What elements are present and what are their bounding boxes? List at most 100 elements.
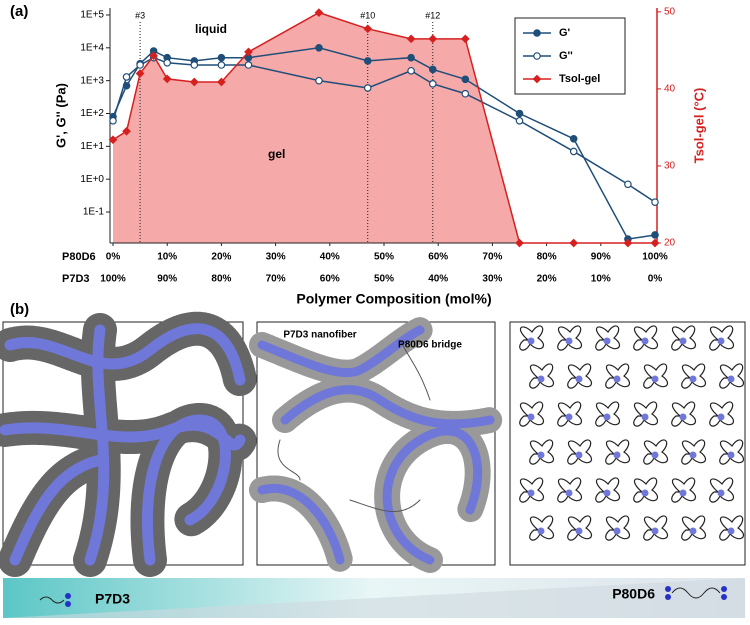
y-tick-label: 1E+2 xyxy=(80,108,104,119)
marker xyxy=(460,34,470,44)
illustration-bridged xyxy=(249,317,503,573)
x2-tick-label: 0% xyxy=(648,274,663,285)
micelle-core xyxy=(641,337,649,345)
marker xyxy=(136,61,144,69)
micelle xyxy=(519,401,544,427)
illustration-gel xyxy=(0,311,257,577)
marker xyxy=(108,135,118,145)
micelle-core xyxy=(641,489,649,497)
micelle-core xyxy=(717,413,725,421)
y2-tick-label: 20 xyxy=(664,238,676,249)
marker xyxy=(428,65,437,74)
y-axis-title: G', G'' (Pa) xyxy=(53,83,68,148)
micelle-core xyxy=(537,375,545,383)
marker xyxy=(363,57,372,65)
x2-tick-label: 80% xyxy=(211,274,231,285)
micelle xyxy=(529,515,554,541)
marker xyxy=(122,73,131,81)
micelle xyxy=(605,515,630,541)
micelle xyxy=(595,325,620,351)
marker xyxy=(244,47,253,57)
x-tick-label: 30% xyxy=(266,252,286,263)
micelle-core xyxy=(565,337,573,345)
micelle xyxy=(719,515,744,541)
area xyxy=(113,12,655,243)
bar-left-label: P7D3 xyxy=(95,591,130,607)
x2-tick-label: 50% xyxy=(374,274,394,285)
micelle xyxy=(557,477,582,503)
micelle-core xyxy=(717,337,725,345)
micelle-core xyxy=(727,375,735,383)
x-tick-label: 10% xyxy=(157,252,177,263)
micelle xyxy=(671,401,696,427)
marker xyxy=(569,238,579,248)
marker xyxy=(217,61,226,69)
micelle-core xyxy=(689,451,697,459)
marker xyxy=(314,8,324,17)
x-tick-label: 60% xyxy=(428,252,448,263)
micelle xyxy=(709,325,734,351)
micelle-core xyxy=(603,489,611,497)
micelle xyxy=(719,439,744,465)
x2-tick-label: 10% xyxy=(591,274,611,285)
x2-tick-label: 30% xyxy=(482,274,502,285)
micelle xyxy=(595,477,620,503)
micelle xyxy=(643,363,668,389)
marker xyxy=(651,231,659,239)
micelle-core xyxy=(613,375,621,383)
micelle xyxy=(519,325,544,351)
reference-label: #10 xyxy=(360,10,375,20)
marker xyxy=(569,134,578,143)
reference-label: #3 xyxy=(135,10,145,20)
micelle-core xyxy=(641,413,649,421)
y-tick-label: 1E+0 xyxy=(80,174,104,185)
y2-tick-label: 30 xyxy=(664,161,676,172)
annotation: liquid xyxy=(195,22,227,36)
annotation: gel xyxy=(268,147,285,161)
micelle xyxy=(643,515,668,541)
x-tick-label: 0% xyxy=(106,252,121,263)
y-tick-label: 1E+3 xyxy=(80,75,104,86)
x-tick-label: 90% xyxy=(591,252,611,263)
x-row-label: P7D3 xyxy=(62,273,90,285)
marker xyxy=(163,58,172,67)
x-tick-label: 50% xyxy=(374,252,394,263)
x-tick-label: 100% xyxy=(642,252,668,263)
x2-tick-label: 70% xyxy=(266,274,286,285)
marker xyxy=(149,51,158,61)
micelle-core xyxy=(537,527,545,535)
micelle xyxy=(567,439,592,465)
micelle xyxy=(605,439,630,465)
micelle xyxy=(681,363,706,389)
marker xyxy=(190,61,199,69)
micelle xyxy=(633,325,658,351)
micelle xyxy=(529,439,554,465)
marker xyxy=(407,66,415,75)
marker xyxy=(515,109,524,118)
y-tick-label: 1E+5 xyxy=(80,10,104,21)
micelle xyxy=(519,477,544,503)
micelle xyxy=(529,363,554,389)
micelle xyxy=(567,515,592,541)
micelle-core xyxy=(651,527,659,535)
micelle xyxy=(557,401,582,427)
marker xyxy=(363,84,372,92)
micelle xyxy=(681,439,706,465)
micelle xyxy=(709,401,734,427)
micelle-core xyxy=(575,375,583,383)
marker xyxy=(624,180,632,189)
marker xyxy=(135,69,145,78)
legend-marker xyxy=(533,52,541,60)
micelle-core xyxy=(679,489,687,497)
legend-label: G' xyxy=(559,27,571,39)
micelle xyxy=(671,325,696,351)
marker xyxy=(363,24,373,34)
legend-label: Tsol-gel xyxy=(559,73,600,85)
micelle-core xyxy=(613,527,621,535)
micelle-core xyxy=(679,413,687,421)
micelle-core xyxy=(727,451,735,459)
legend-label: G'' xyxy=(559,50,573,62)
x-tick-label: 70% xyxy=(482,252,502,263)
micelle-core xyxy=(527,413,535,421)
